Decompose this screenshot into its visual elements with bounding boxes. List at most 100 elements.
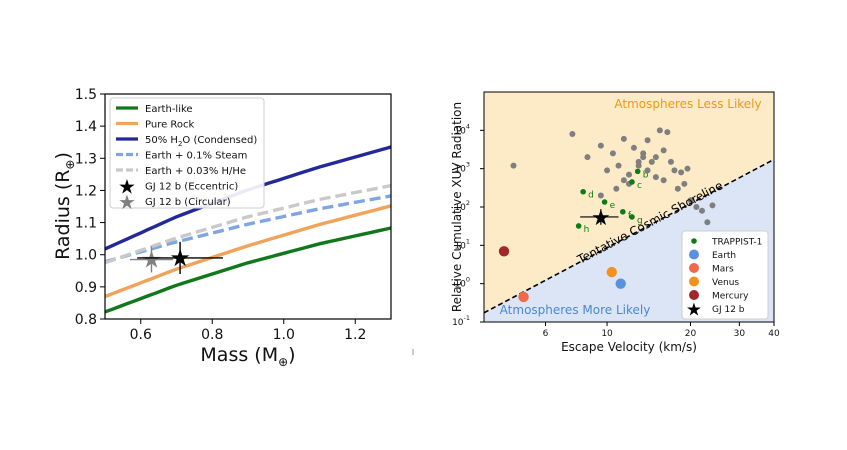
left-plot-frame: [104, 93, 392, 320]
y-tick-label: 0.9: [75, 280, 97, 296]
planet-point-mercury: [498, 246, 510, 257]
exoplanet-point: [510, 162, 517, 169]
x-tick-label: 0.8: [201, 327, 223, 343]
legend-point-label-1: GJ 12 b (Circular): [145, 197, 231, 208]
series-line-3: [104, 194, 392, 264]
trappist-label-b: b: [643, 170, 649, 180]
y-tick-label: 1.5: [75, 87, 97, 103]
exoplanet-point: [613, 185, 620, 192]
right-legend-box: [681, 230, 769, 320]
exoplanet-point: [615, 162, 622, 169]
x-tick-label: 20: [685, 329, 697, 339]
exoplanet-point: [635, 162, 642, 169]
exoplanet-point: [604, 167, 611, 174]
exoplanet-point: [671, 167, 678, 174]
trappist-label-c: c: [637, 181, 642, 191]
legend-gj12b-marker: ★: [686, 300, 702, 321]
exoplanet-point: [640, 154, 647, 161]
exoplanet-point: [660, 147, 667, 154]
legend-label-2: 50% H2O (Condensed): [145, 135, 257, 148]
legend-label-3: Venus: [712, 278, 739, 288]
trappist-point-f: [620, 208, 626, 215]
exoplanet-point: [626, 171, 632, 178]
right-x-axis-label: Escape Velocity (km/s): [561, 340, 697, 354]
exoplanet-point: [678, 169, 685, 176]
exoplanet-point: [656, 127, 663, 134]
right-y-ticks: 10-1 100 101 102 103 104: [452, 122, 484, 328]
y-tick-label: 0.8: [75, 312, 97, 328]
exoplanet-point: [704, 219, 711, 226]
right-x-ticks: 6 10 20 30 40: [543, 322, 780, 339]
legend-label-1: Pure Rock: [145, 120, 195, 131]
exoplanet-point: [569, 131, 576, 138]
x-tick-label: 6: [543, 329, 549, 339]
exoplanet-points-group: [510, 127, 716, 226]
exoplanet-point: [597, 142, 604, 149]
cosmic-shoreline-line: [484, 158, 774, 314]
exoplanet-point: [693, 204, 700, 210]
legend-label-2: Mars: [712, 265, 734, 275]
legend-label-5: GJ 12 b: [712, 305, 745, 315]
trappist-label-h: h: [584, 225, 590, 235]
x-tick-label: 1.0: [273, 327, 295, 343]
legend-label-1: Earth: [712, 251, 736, 261]
legend-planet-marker-4: [689, 290, 699, 300]
exoplanet-point: [620, 135, 627, 142]
y-tick-label: 100: [454, 276, 470, 290]
trappist-label-g: g: [637, 216, 643, 226]
left-x-axis-label: Mass (M⊕): [200, 344, 295, 369]
legend-planet-marker-2: [689, 263, 699, 273]
y-tick-label: 102: [454, 199, 470, 213]
star-marker-1: ★: [141, 246, 163, 274]
legend-point-label-0: GJ 12 b (Eccentric): [145, 182, 238, 193]
series-line-0: [104, 226, 392, 314]
y-tick-label: 1.2: [75, 183, 97, 199]
trappist-point-c: [629, 179, 635, 185]
legend-label-0: TRAPPIST-1: [711, 238, 762, 248]
legend-label-4: Mercury: [712, 292, 749, 302]
x-tick-label: 0.6: [130, 327, 152, 343]
trappist-point-e: [601, 199, 608, 205]
exoplanet-point: [684, 165, 691, 172]
y-tick-label: 101: [454, 237, 470, 251]
planet-point-earth: [615, 278, 626, 289]
legend-label-4: Earth + 0.03% H/He: [145, 166, 246, 177]
exoplanet-point: [644, 137, 651, 144]
exoplanet-point: [630, 144, 637, 151]
region-upper-label: Atmospheres Less Likely: [614, 97, 761, 111]
x-tick-label: 10: [601, 329, 613, 339]
legend-label-0: Earth-like: [145, 104, 193, 115]
y-tick-label: 1.1: [75, 216, 97, 232]
y-tick-label: 1.0: [75, 248, 97, 264]
exoplanet-point: [644, 167, 651, 174]
exoplanet-point: [620, 177, 627, 184]
exoplanet-point: [664, 129, 671, 136]
y-tick-label: 103: [454, 161, 470, 175]
trappist-point-h: [575, 223, 582, 229]
legend-trappist-marker: [691, 238, 697, 244]
left-legend-box: [109, 97, 265, 209]
mass-radius-chart: ★ ★ 0.6 0.8 1.0 1.2 0.80.91.01.11.21.31.41.5…: [52, 87, 392, 369]
y-tick-label: 1.3: [75, 151, 97, 167]
exoplanet-point: [698, 207, 705, 214]
y-tick-label: 104: [454, 122, 470, 136]
left-legend: Earth-like Pure Rock 50% H2O (Condensed) Ea…: [109, 97, 265, 214]
exoplanet-point: [687, 197, 694, 204]
exoplanet-point: [709, 202, 716, 209]
x-tick-label: 40: [768, 329, 780, 339]
left-y-ticks: 0.8 0.9 1.0 1.1 1.2 1.3 1.4 1.5: [75, 87, 105, 328]
x-tick-label: 1.2: [344, 327, 366, 343]
planet-point-mars: [518, 291, 529, 303]
exoplanet-point: [584, 154, 591, 161]
legend-planet-marker-1: [689, 249, 699, 260]
legend-planet-marker-3: [689, 276, 699, 287]
exoplanet-point: [652, 174, 659, 181]
right-legend: TRAPPIST-1 Earth Mars Venus Mercury ★ GJ 12 b: [681, 230, 769, 321]
region-lower-label: Atmospheres More Likely: [500, 303, 651, 317]
series-line-4: [104, 183, 392, 265]
trappist-point-d: [580, 188, 586, 195]
trappist-point-b: [634, 168, 641, 175]
gj12b-star: ★: [591, 206, 611, 231]
